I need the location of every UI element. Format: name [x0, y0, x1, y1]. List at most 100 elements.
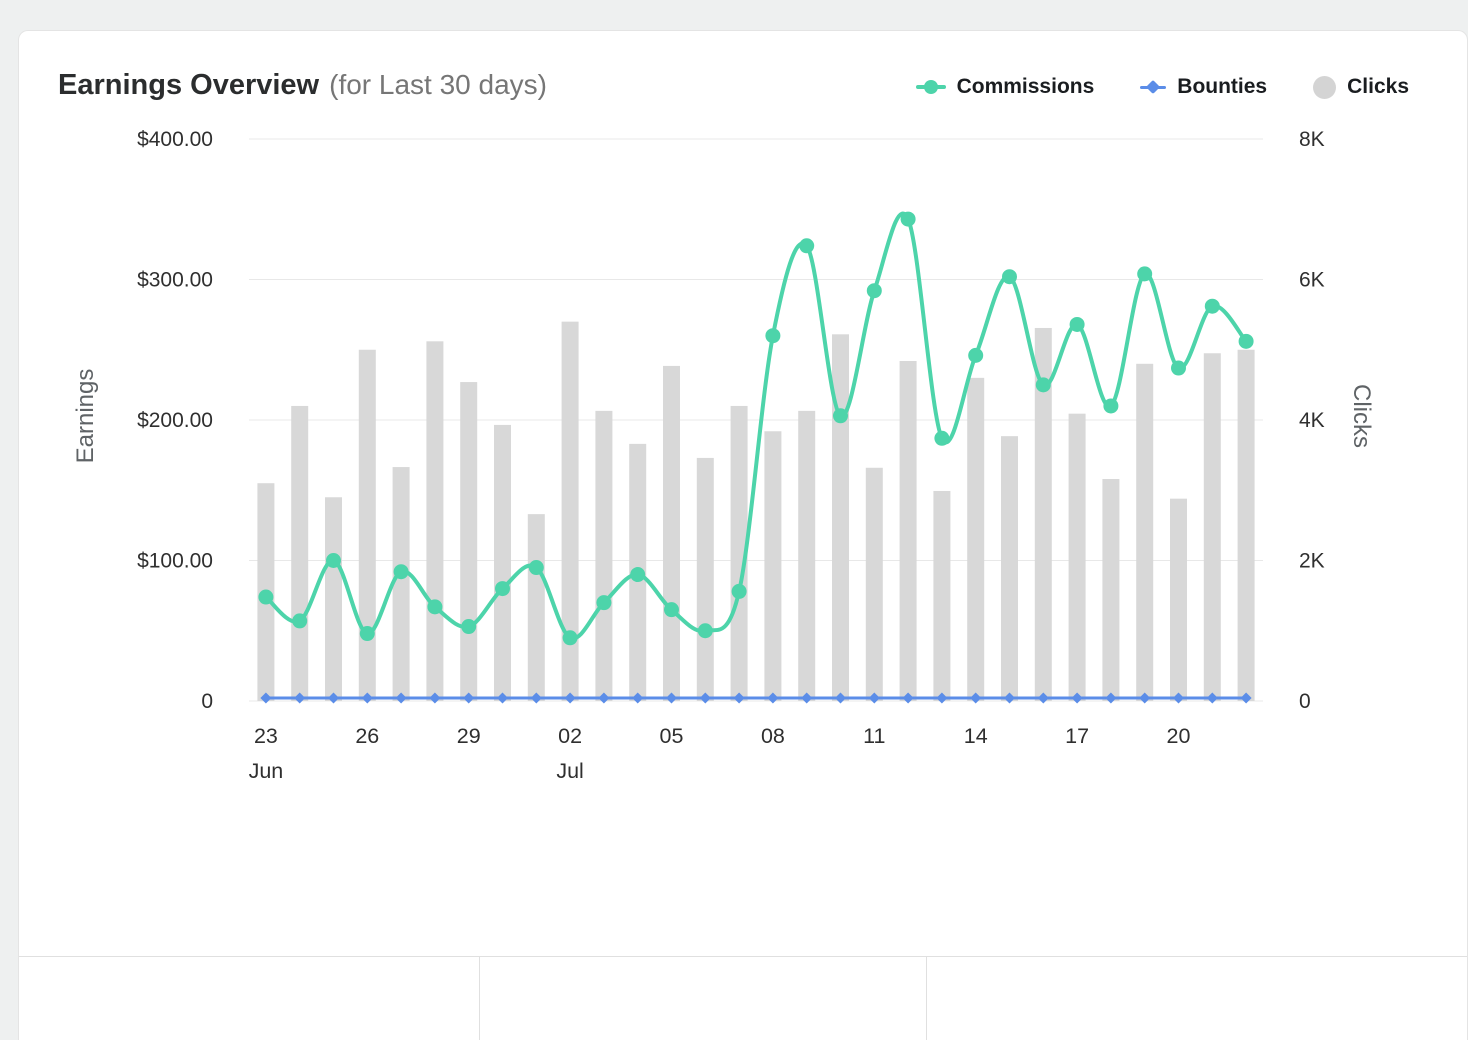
bounty-point[interactable]: [497, 692, 508, 704]
commission-point[interactable]: [630, 567, 646, 583]
bounty-point[interactable]: [361, 692, 373, 704]
bounty-point[interactable]: [801, 692, 813, 704]
x-axis-tick-label: 11: [863, 724, 885, 748]
clicks-bar[interactable]: [392, 467, 410, 701]
earnings-overview-card: Earnings Overview (for Last 30 days) Comm…: [18, 30, 1468, 1040]
clicks-bar[interactable]: [494, 424, 511, 701]
commission-point[interactable]: [326, 553, 341, 568]
bounty-point[interactable]: [733, 692, 745, 704]
clicks-bar[interactable]: [967, 377, 985, 701]
commission-point[interactable]: [1238, 333, 1254, 349]
bounty-point[interactable]: [1071, 692, 1083, 704]
commission-point[interactable]: [968, 347, 984, 363]
commission-point[interactable]: [900, 211, 916, 227]
clicks-bar[interactable]: [595, 410, 613, 701]
commission-point[interactable]: [765, 328, 781, 344]
bounty-point[interactable]: [1240, 692, 1252, 704]
bounty-point[interactable]: [970, 692, 982, 704]
bounty-point[interactable]: [868, 692, 880, 704]
commission-point[interactable]: [427, 599, 443, 615]
bounty-point[interactable]: [1173, 692, 1184, 704]
bounty-point[interactable]: [632, 692, 644, 704]
clicks-bar[interactable]: [1170, 498, 1187, 701]
commission-point[interactable]: [1069, 316, 1085, 332]
legend-item-bounties[interactable]: Bounties: [1140, 75, 1267, 99]
clicks-bar[interactable]: [899, 360, 917, 701]
legend-item-clicks[interactable]: Clicks: [1313, 75, 1409, 99]
clicks-bar[interactable]: [325, 497, 342, 701]
clicks-bar[interactable]: [832, 334, 849, 701]
bounty-point[interactable]: [1105, 692, 1117, 704]
right-axis-tick-label: 2K: [1299, 550, 1325, 573]
commission-point[interactable]: [528, 560, 544, 576]
clicks-bar[interactable]: [798, 410, 816, 701]
bounty-point[interactable]: [1004, 692, 1015, 704]
bounty-point[interactable]: [260, 692, 272, 704]
bounty-point[interactable]: [936, 692, 948, 704]
clicks-bar[interactable]: [426, 341, 444, 701]
commission-point[interactable]: [596, 595, 612, 611]
commissions-line[interactable]: [263, 211, 1249, 641]
clicks-bar[interactable]: [933, 490, 951, 701]
commission-point[interactable]: [1035, 377, 1051, 393]
bounty-point[interactable]: [1139, 692, 1151, 704]
clicks-bar[interactable]: [1203, 353, 1221, 701]
clicks-bar[interactable]: [730, 405, 748, 701]
commission-point[interactable]: [799, 238, 815, 254]
clicks-bar[interactable]: [696, 457, 714, 701]
bounty-point[interactable]: [463, 692, 475, 704]
bounty-point[interactable]: [767, 692, 779, 704]
commission-point[interactable]: [833, 408, 848, 424]
chart-legend: Commissions Bounties Clicks: [915, 75, 1409, 99]
clicks-bar[interactable]: [561, 321, 579, 701]
commission-point[interactable]: [562, 630, 578, 646]
commission-point[interactable]: [1137, 266, 1153, 282]
x-axis-tick-label: 08: [761, 724, 785, 748]
commission-point[interactable]: [1171, 360, 1186, 376]
commission-point[interactable]: [731, 583, 747, 599]
bounty-point[interactable]: [530, 692, 542, 704]
commission-point[interactable]: [258, 589, 274, 605]
commission-point[interactable]: [664, 602, 679, 618]
right-axis-tick-label: 4K: [1299, 409, 1325, 432]
commission-point[interactable]: [934, 430, 950, 446]
legend-item-commissions[interactable]: Commissions: [915, 75, 1094, 99]
clicks-bar[interactable]: [291, 405, 309, 701]
clicks-bar[interactable]: [460, 382, 478, 701]
bounty-point[interactable]: [429, 692, 441, 704]
left-axis-tick-label: 0: [201, 690, 213, 713]
commission-point[interactable]: [866, 283, 882, 299]
clicks-bar[interactable]: [1001, 436, 1018, 701]
commission-point[interactable]: [461, 619, 477, 635]
commission-point[interactable]: [697, 623, 713, 639]
clicks-bar[interactable]: [1034, 327, 1052, 701]
clicks-bar[interactable]: [1237, 349, 1255, 701]
commission-point[interactable]: [495, 581, 510, 597]
clicks-bar[interactable]: [865, 467, 883, 701]
bounty-point[interactable]: [294, 692, 306, 704]
bounty-point[interactable]: [598, 692, 610, 704]
bounty-point[interactable]: [666, 692, 677, 704]
clicks-bar[interactable]: [764, 431, 782, 701]
clicks-bar[interactable]: [1136, 363, 1154, 701]
clicks-bar[interactable]: [527, 514, 545, 701]
bounty-point[interactable]: [699, 692, 711, 704]
commission-point[interactable]: [359, 626, 375, 642]
page-subtitle: (for Last 30 days): [329, 69, 547, 100]
clicks-bar[interactable]: [663, 365, 680, 701]
commission-point[interactable]: [1204, 298, 1220, 314]
bounty-point[interactable]: [395, 692, 407, 704]
commission-point[interactable]: [1002, 269, 1017, 285]
commission-point[interactable]: [393, 564, 409, 580]
commission-point[interactable]: [292, 613, 308, 629]
bounty-point[interactable]: [835, 692, 846, 704]
bounty-point[interactable]: [1037, 692, 1049, 704]
clicks-bar[interactable]: [358, 349, 376, 701]
bounty-point[interactable]: [902, 692, 914, 704]
bounty-point[interactable]: [564, 692, 576, 704]
commission-point[interactable]: [1103, 398, 1119, 414]
bounty-point[interactable]: [328, 692, 339, 704]
clicks-bar[interactable]: [1068, 413, 1086, 701]
clicks-bar[interactable]: [1102, 479, 1120, 701]
bounty-point[interactable]: [1206, 692, 1218, 704]
